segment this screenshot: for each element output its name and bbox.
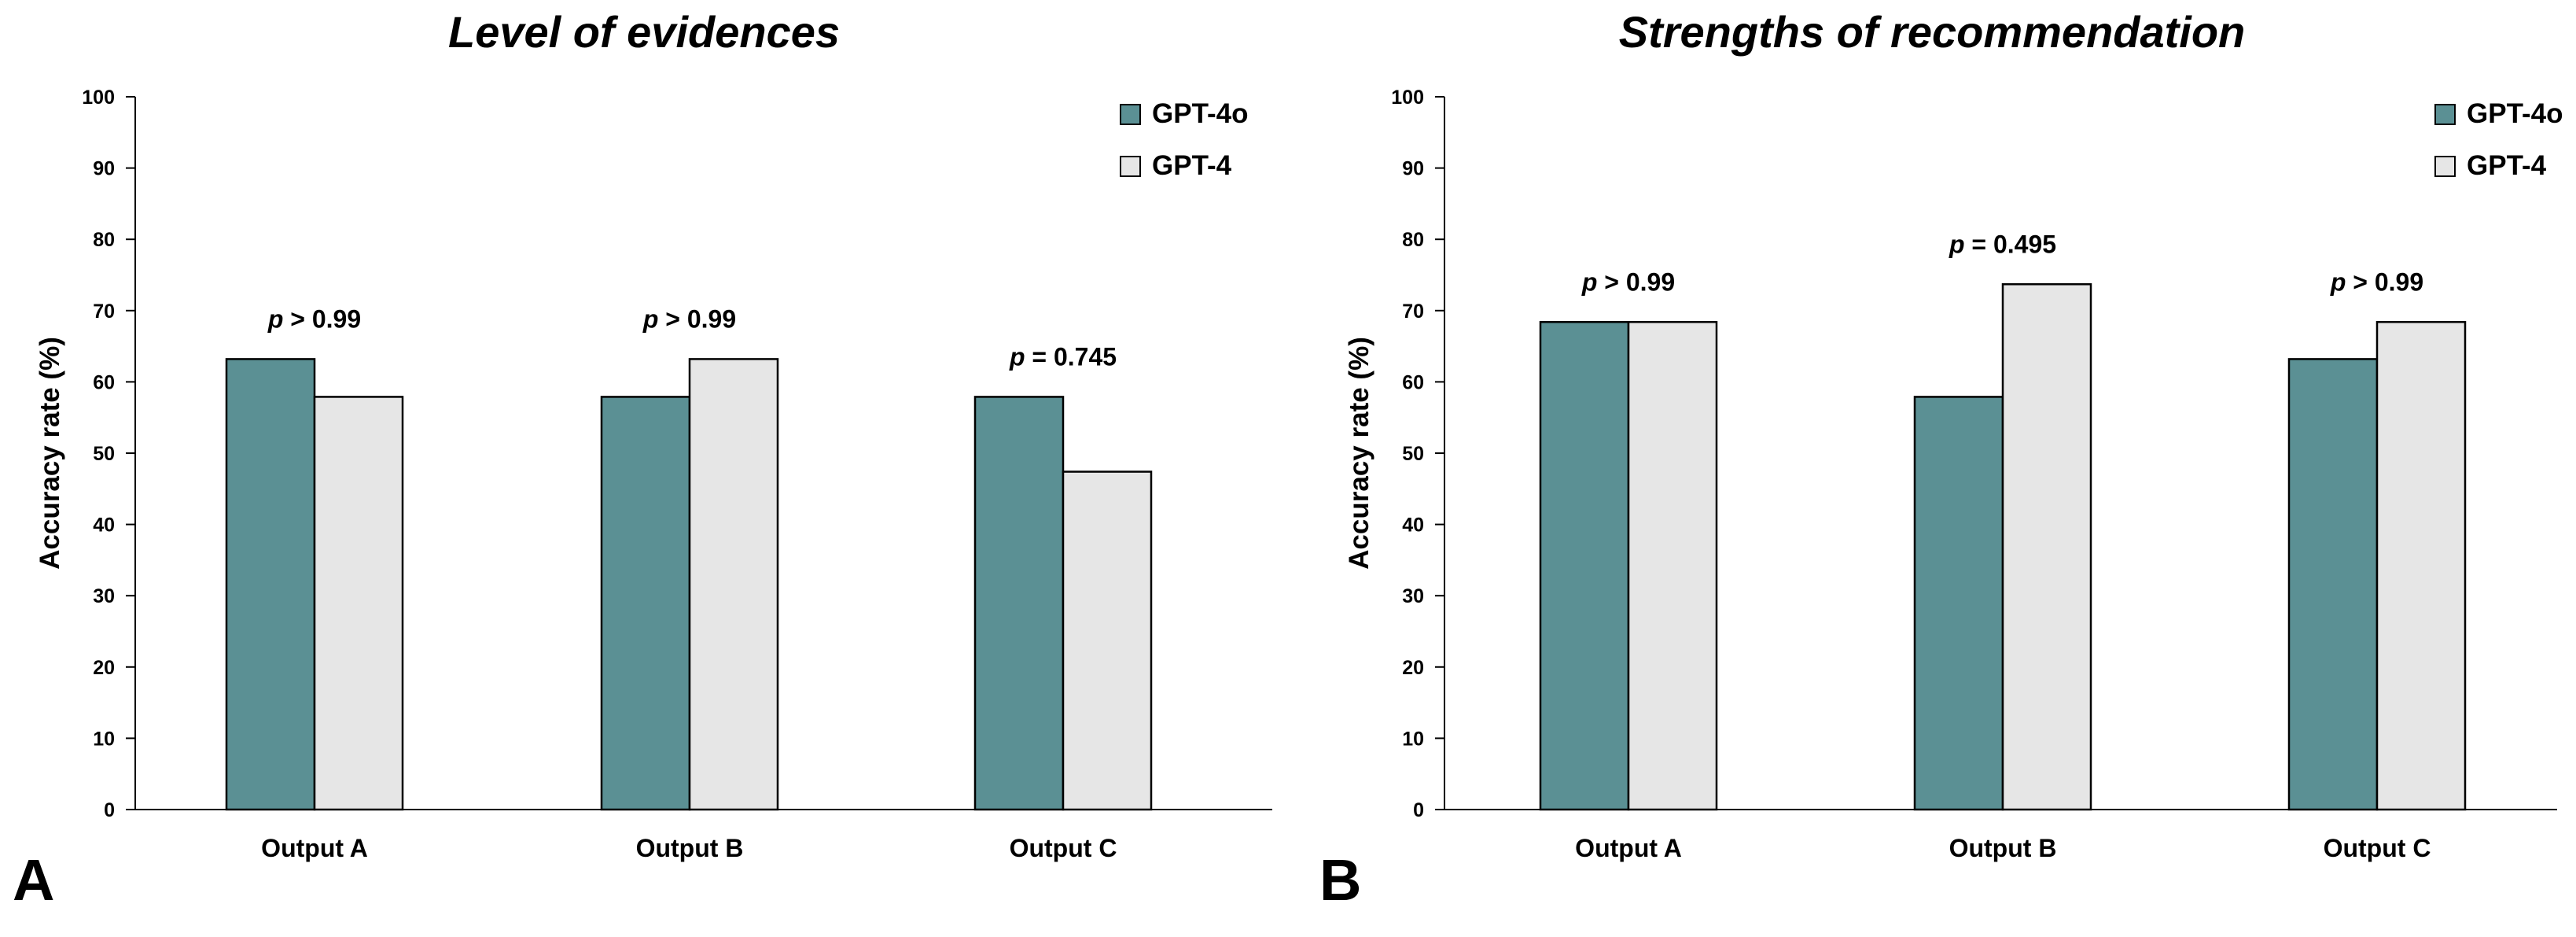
- bar-gpt4-output-a: [1627, 321, 1718, 811]
- p-value-annotation: p = 0.495: [1949, 230, 2056, 258]
- legend-item-gpt4: GPT-4: [2434, 140, 2563, 192]
- bar-gpt4o-output-b: [1913, 396, 2004, 811]
- y-axis-label: Accuracy rate (%): [35, 337, 65, 570]
- chart-a-title: Level of evidences: [447, 7, 840, 57]
- legend-label-gpt4: GPT-4: [1152, 150, 1232, 181]
- bar-gpt4-output-c: [2375, 321, 2467, 811]
- legend-swatch-gpt4: [2434, 155, 2456, 177]
- chart-a-plot: 0 10 20 30 40 50 60 70 80 90 100 Accuracy rate (%) O…: [35, 87, 1272, 862]
- chart-panel-a: 0 10 20 30 40 50 60 70 80 90 100 Accuracy rate (%) O…: [13, 7, 1272, 913]
- y-tick-label: 90: [1402, 158, 1424, 180]
- legend-label-gpt4o: GPT-4o: [1152, 98, 1249, 129]
- y-tick-label: 100: [1391, 87, 1424, 109]
- x-tick-label: Output A: [261, 834, 368, 862]
- y-tick-label: 50: [1402, 443, 1424, 465]
- y-tick-label: 70: [1402, 301, 1424, 323]
- chart-b-plot: 0 10 20 30 40 50 60 70 80 90 100 Accuracy rate (%) O…: [1344, 87, 2557, 862]
- p-value-annotation: p > 0.99: [642, 304, 736, 333]
- bar-gpt4-output-a: [313, 396, 404, 811]
- p-value-annotation: p = 0.745: [1009, 342, 1117, 371]
- y-tick-label: 20: [93, 657, 115, 679]
- bar-gpt4o-output-c: [973, 396, 1065, 811]
- p-value-annotation: p > 0.99: [2330, 267, 2423, 296]
- x-tick-label: Output B: [636, 834, 744, 862]
- legend-item-gpt4o: GPT-4o: [2434, 88, 2563, 140]
- bar-gpt4-output-c: [1062, 470, 1153, 811]
- p-value-annotation: p > 0.99: [267, 304, 361, 333]
- chart-panel-b: 0 10 20 30 40 50 60 70 80 90 100 Accuracy rate (%) O…: [1288, 0, 2576, 937]
- bar-gpt4-output-b: [2001, 283, 2092, 811]
- y-tick-label: 80: [1402, 229, 1424, 251]
- x-tick-label: Output C: [1010, 834, 1117, 862]
- bar-gpt4o-output-a: [225, 358, 316, 811]
- legend-label-gpt4o: GPT-4o: [2467, 98, 2563, 129]
- x-tick-label: Output A: [1575, 834, 1682, 862]
- y-tick-label: 0: [1413, 799, 1424, 821]
- legend-item-gpt4o: GPT-4o: [1120, 88, 1249, 140]
- y-tick-label: 10: [93, 728, 115, 750]
- y-tick-label: 50: [93, 443, 115, 465]
- p-value-annotation: p > 0.99: [1581, 267, 1675, 296]
- legend-swatch-gpt4o: [2434, 103, 2456, 125]
- y-tick-label: 30: [93, 585, 115, 607]
- x-tick-label: Output C: [2324, 834, 2431, 862]
- chart-b-title: Strengths of recommendation: [1618, 7, 2246, 57]
- bar-gpt4o-output-b: [600, 396, 691, 811]
- bar-gpt4o-output-c: [2287, 358, 2379, 811]
- y-tick-label: 40: [93, 515, 115, 537]
- y-tick-label: 70: [93, 301, 115, 323]
- y-tick-label: 60: [93, 371, 115, 393]
- y-tick-label: 0: [104, 799, 115, 821]
- y-tick-label: 90: [93, 158, 115, 180]
- panel-label-a: A: [13, 847, 55, 913]
- legend-label-gpt4: GPT-4: [2467, 150, 2547, 181]
- legend-swatch-gpt4o: [1120, 103, 1141, 125]
- chart-a-legend: GPT-4o GPT-4: [1120, 88, 1249, 192]
- legend-swatch-gpt4: [1120, 155, 1141, 177]
- legend-item-gpt4: GPT-4: [1120, 140, 1249, 192]
- y-tick-label: 100: [82, 87, 115, 109]
- panel-label-b: B: [1319, 847, 1362, 913]
- y-tick-label: 20: [1402, 657, 1424, 679]
- y-tick-label: 60: [1402, 371, 1424, 393]
- y-tick-label: 30: [1402, 585, 1424, 607]
- chart-b-legend: GPT-4o GPT-4: [2434, 88, 2563, 192]
- y-tick-label: 80: [93, 229, 115, 251]
- y-axis-label: Accuracy rate (%): [1344, 337, 1374, 570]
- y-tick-label: 10: [1402, 728, 1424, 750]
- y-tick-label: 40: [1402, 515, 1424, 537]
- x-tick-label: Output B: [1949, 834, 2057, 862]
- bar-gpt4-output-b: [688, 358, 779, 811]
- bar-gpt4o-output-a: [1539, 321, 1630, 811]
